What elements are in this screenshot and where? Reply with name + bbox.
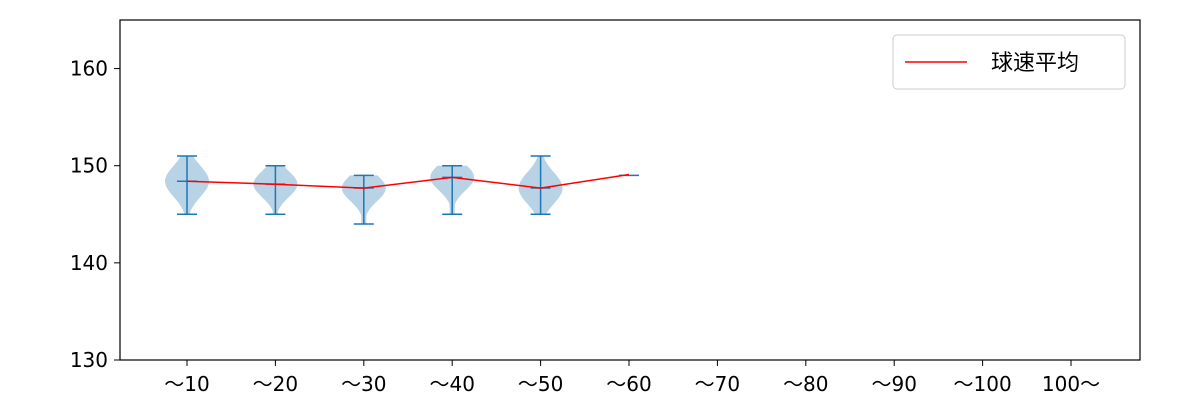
y-tick-label: 150 [70,154,108,178]
y-axis: 130 140 150 160 [70,57,120,372]
legend-label: 球速平均 [991,51,1079,76]
y-tick-label: 140 [70,251,108,275]
x-tick-label: 〜100 [954,372,1012,396]
x-tick-label: 100〜 [1042,372,1100,396]
x-tick-label: 〜70 [695,372,740,396]
plot-area-frame [119,19,1141,361]
x-axis: 〜10 〜20 〜30 〜40 〜50 〜60 〜70 〜80 〜90 〜100 100〜 [164,360,1100,396]
x-tick-label: 〜60 [606,372,651,396]
whisker-layer [177,155,639,225]
y-tick-label: 160 [70,57,108,81]
x-tick-label: 〜90 [871,372,916,396]
x-tick-label: 〜40 [429,372,474,396]
mean-speed-line [186,173,630,189]
x-tick-label: 〜30 [341,372,386,396]
legend-box [892,34,1126,90]
x-tick-label: 〜80 [783,372,828,396]
y-tick-label: 130 [70,348,108,372]
x-tick-label: 〜50 [518,372,563,396]
legend: 球速平均 [892,34,1126,90]
x-tick-label: 〜10 [164,372,209,396]
mean-line-layer [186,173,630,189]
x-tick-label: 〜20 [253,372,298,396]
